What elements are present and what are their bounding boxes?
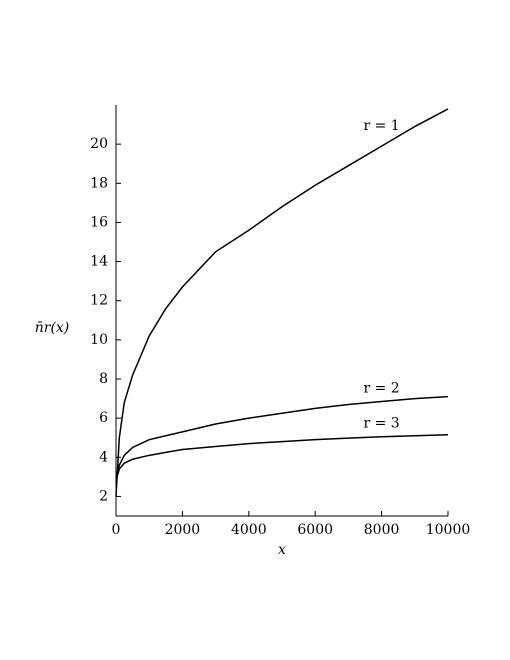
x-tick-label: 8000 <box>364 522 400 538</box>
y-tick-label: 2 <box>99 488 108 504</box>
y-tick-label: 18 <box>90 175 108 191</box>
y-tick-label: 4 <box>99 449 108 465</box>
series-label: r = 3 <box>363 416 399 432</box>
y-tick-label: 12 <box>90 293 108 309</box>
y-tick-label: 14 <box>90 254 108 270</box>
x-tick-label: 4000 <box>231 522 267 538</box>
y-tick-label: 16 <box>90 214 108 230</box>
series-line <box>115 434 449 481</box>
x-tick-label: 2000 <box>165 522 201 538</box>
series-label: r = 1 <box>363 118 399 134</box>
series-line <box>115 395 449 481</box>
y-tick-label: 10 <box>90 332 108 348</box>
y-tick-label: 20 <box>90 136 108 152</box>
y-axis-label: n̄r(x) <box>35 320 70 336</box>
series-line <box>115 108 449 497</box>
x-tick-label: 10000 <box>426 522 471 538</box>
x-tick-label: 6000 <box>297 522 333 538</box>
series-label: r = 2 <box>363 381 399 397</box>
y-tick-label: 6 <box>99 410 108 426</box>
x-axis-label: x <box>278 542 286 558</box>
y-tick-label: 8 <box>99 371 108 387</box>
x-tick-label: 0 <box>112 522 121 538</box>
